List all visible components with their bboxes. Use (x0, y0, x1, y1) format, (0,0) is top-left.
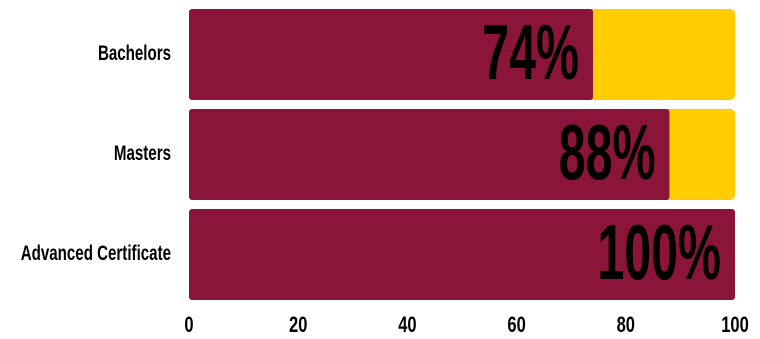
category-label: Advanced Certificate (21, 241, 171, 265)
category-label: Masters (114, 141, 171, 165)
bar (189, 9, 594, 100)
value-label: 88% (559, 108, 656, 196)
x-tick-label: 0 (184, 313, 193, 338)
x-tick-label: 20 (289, 313, 308, 338)
value-label: 74% (482, 8, 579, 96)
x-tick-label: 100 (721, 313, 749, 338)
category-label: Bachelors (98, 41, 171, 65)
bar (189, 209, 735, 300)
value-label: 100% (597, 208, 721, 296)
x-tick-label: 60 (507, 313, 526, 338)
x-tick-label: 40 (398, 313, 417, 338)
bar (189, 109, 670, 200)
x-tick-label: 80 (617, 313, 636, 338)
